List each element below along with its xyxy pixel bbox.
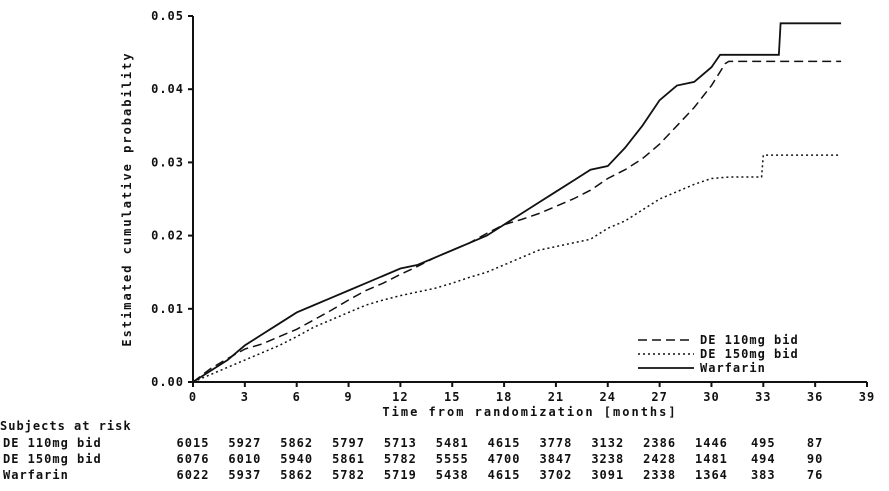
legend-label: DE 110mg bid xyxy=(700,333,799,347)
x-tick-label: 33 xyxy=(755,390,771,404)
x-tick-label: 21 xyxy=(548,390,564,404)
risk-count: 76 xyxy=(806,468,824,482)
risk-count: 5438 xyxy=(435,468,469,482)
at-risk-row: DE 110mg bid 6015 5927 5862 5797 5713 5481 461… xyxy=(0,436,889,451)
x-tick-label: 36 xyxy=(807,390,823,404)
risk-count: 2386 xyxy=(643,436,677,450)
risk-count: 3847 xyxy=(539,452,573,466)
risk-count: 4615 xyxy=(487,468,521,482)
x-axis-title: Time from randomization [months] xyxy=(382,405,677,418)
at-risk-row: Warfarin 6022 5937 5862 5782 5719 5438 4615 370… xyxy=(0,468,889,483)
x-tick-label: 15 xyxy=(444,390,460,404)
risk-count: 6015 xyxy=(176,436,210,450)
series-line-solid xyxy=(192,22,842,383)
at-risk-row: DE 150mg bid 6076 6010 5940 5861 5782 5555 470… xyxy=(0,452,889,467)
series-line-dashed xyxy=(192,60,842,383)
risk-count: 383 xyxy=(750,468,776,482)
risk-count: 6076 xyxy=(176,452,210,466)
risk-count: 5797 xyxy=(332,436,365,450)
series-line-dotted xyxy=(192,154,842,383)
risk-count: 5713 xyxy=(383,436,417,450)
risk-count: 1364 xyxy=(695,468,728,482)
y-tick-label: 0.05 xyxy=(151,9,184,23)
risk-count: 1446 xyxy=(695,436,728,450)
risk-count: 2338 xyxy=(643,468,677,482)
risk-count: 495 xyxy=(750,436,776,450)
x-tick-label: 12 xyxy=(392,390,408,404)
cumulative-probability-chart: 0 3 6 9 12 15 18 21 24 27 30 33 36 390.000.010.020.03… xyxy=(120,9,875,418)
risk-count: 494 xyxy=(750,452,776,466)
x-tick-label: 27 xyxy=(651,390,667,404)
x-tick-label: 6 xyxy=(293,390,301,404)
risk-count: 3778 xyxy=(539,436,573,450)
y-tick-label: 0.04 xyxy=(151,82,184,96)
risk-count: 6022 xyxy=(176,468,210,482)
risk-count: 5719 xyxy=(383,468,417,482)
at-risk-row-label: Warfarin xyxy=(3,468,69,482)
risk-count: 5555 xyxy=(435,452,469,466)
risk-count: 5927 xyxy=(228,436,262,450)
legend-label: DE 150mg bid xyxy=(700,347,799,361)
x-tick-label: 30 xyxy=(703,390,719,404)
risk-count: 3132 xyxy=(591,436,625,450)
risk-count: 3238 xyxy=(591,452,625,466)
y-axis-title: Estimated cumulative probability xyxy=(120,51,134,346)
risk-count: 5782 xyxy=(383,452,417,466)
risk-count: 5782 xyxy=(332,468,365,482)
risk-count: 5940 xyxy=(280,452,314,466)
y-tick-label: 0.00 xyxy=(151,375,184,389)
at-risk-header: Subjects at risk xyxy=(0,419,132,433)
x-tick-label: 18 xyxy=(496,390,512,404)
risk-count: 5861 xyxy=(332,452,365,466)
risk-count: 6010 xyxy=(228,452,262,466)
at-risk-row-label: DE 110mg bid xyxy=(3,436,102,450)
y-tick-label: 0.01 xyxy=(151,302,184,316)
risk-count: 1481 xyxy=(695,452,728,466)
y-tick-label: 0.02 xyxy=(151,229,184,243)
risk-count: 4700 xyxy=(487,452,521,466)
at-risk-row-label: DE 150mg bid xyxy=(3,452,102,466)
legend-label: Warfarin xyxy=(700,361,766,375)
risk-count: 90 xyxy=(806,452,824,466)
risk-count: 3702 xyxy=(539,468,573,482)
risk-count: 5481 xyxy=(435,436,469,450)
x-tick-label: 24 xyxy=(600,390,616,404)
x-tick-label: 39 xyxy=(859,390,875,404)
risk-count: 4615 xyxy=(487,436,521,450)
risk-count: 2428 xyxy=(643,452,677,466)
y-tick-label: 0.03 xyxy=(151,155,184,169)
risk-count: 3091 xyxy=(591,468,625,482)
x-tick-label: 0 xyxy=(189,390,197,404)
x-tick-label: 3 xyxy=(241,390,249,404)
x-tick-label: 9 xyxy=(344,390,352,404)
risk-count: 87 xyxy=(806,436,824,450)
risk-count: 5862 xyxy=(280,436,314,450)
risk-count: 5937 xyxy=(228,468,262,482)
risk-count: 5862 xyxy=(280,468,314,482)
